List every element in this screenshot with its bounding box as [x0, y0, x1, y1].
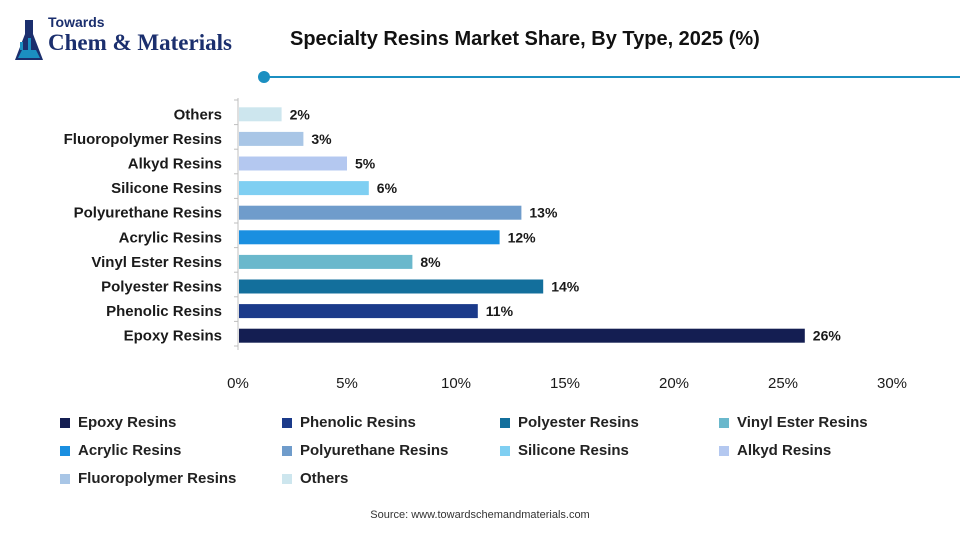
data-label: 26%: [813, 328, 842, 344]
legend-item: Others: [282, 470, 348, 487]
legend-item: Acrylic Resins: [60, 442, 181, 459]
legend-item: Fluoropolymer Resins: [60, 470, 236, 487]
legend-label: Phenolic Resins: [300, 414, 416, 431]
legend-item: Polyester Resins: [500, 414, 639, 431]
category-label: Phenolic Resins: [106, 303, 222, 320]
category-label: Polyester Resins: [101, 279, 222, 296]
legend-swatch: [719, 445, 729, 456]
bar: [239, 131, 304, 146]
bar: [239, 304, 478, 319]
logo-line1: Towards: [48, 14, 105, 30]
data-label: 8%: [420, 254, 441, 270]
data-label: 14%: [551, 279, 580, 295]
data-label: 11%: [486, 303, 514, 319]
data-label: 12%: [508, 229, 537, 245]
data-label: 13%: [529, 205, 558, 221]
category-label: Vinyl Ester Resins: [91, 254, 222, 271]
bar: [239, 230, 500, 245]
source-note: Source: www.towardschemandmaterials.com: [370, 509, 590, 521]
legend-swatch: [60, 417, 70, 428]
data-label: 3%: [311, 131, 332, 147]
legend-label: Alkyd Resins: [737, 442, 832, 459]
x-tick-label: 30%: [877, 375, 907, 390]
bar: [239, 107, 282, 122]
legend-swatch: [500, 417, 510, 428]
bar: [239, 181, 369, 196]
bar: [239, 254, 413, 269]
x-tick-label: 15%: [550, 375, 580, 390]
category-label: Alkyd Resins: [128, 156, 222, 173]
bar: [239, 156, 347, 171]
legend-label: Polyurethane Resins: [300, 442, 449, 459]
legend-swatch: [282, 445, 292, 456]
bar: [239, 279, 544, 294]
x-tick-label: 5%: [336, 375, 358, 390]
legend-swatch: [719, 417, 729, 428]
legend-swatch: [60, 473, 70, 484]
title-underline: [264, 76, 960, 78]
category-label: Acrylic Resins: [119, 229, 222, 246]
brand-logo: Towards Chem & Materials: [14, 12, 254, 68]
bar: [239, 205, 522, 220]
category-label: Fluoropolymer Resins: [64, 131, 222, 148]
bar: [239, 328, 805, 343]
category-label: Epoxy Resins: [124, 328, 222, 345]
legend-label: Acrylic Resins: [78, 442, 182, 459]
legend-swatch: [282, 473, 292, 484]
category-label: Polyurethane Resins: [74, 205, 222, 222]
category-label: Others: [174, 106, 222, 123]
legend-label: Epoxy Resins: [78, 414, 177, 431]
data-label: 2%: [290, 106, 311, 122]
legend-swatch: [500, 445, 510, 456]
chart-title: Specialty Resins Market Share, By Type, …: [290, 28, 760, 50]
legend-item: Polyurethane Resins: [282, 442, 448, 459]
data-label: 5%: [355, 156, 376, 172]
category-label: Silicone Resins: [111, 180, 222, 197]
legend-label: Vinyl Ester Resins: [737, 414, 868, 431]
logo-line2: Chem & Materials: [48, 30, 232, 55]
legend-item: Phenolic Resins: [282, 414, 416, 431]
legend-swatch: [282, 417, 292, 428]
legend-label: Polyester Resins: [518, 414, 639, 431]
bar-chart: Epoxy Resins 26% Phenolic Resins 11% Polyest…: [64, 98, 907, 390]
legend-item: Alkyd Resins: [719, 442, 831, 459]
legend-item: Vinyl Ester Resins: [719, 414, 868, 431]
x-tick-label: 20%: [659, 375, 689, 390]
flask-icon: [15, 20, 43, 60]
legend-label: Others: [300, 470, 349, 487]
legend-label: Silicone Resins: [518, 442, 629, 459]
x-tick-label: 25%: [768, 375, 798, 390]
legend-item: Epoxy Resins: [60, 414, 176, 431]
x-tick-label: 10%: [441, 375, 471, 390]
legend-item: Silicone Resins: [500, 442, 629, 459]
x-tick-label: 0%: [227, 375, 249, 390]
data-label: 6%: [377, 180, 398, 196]
legend-swatch: [60, 445, 70, 456]
legend-label: Fluoropolymer Resins: [78, 470, 237, 487]
